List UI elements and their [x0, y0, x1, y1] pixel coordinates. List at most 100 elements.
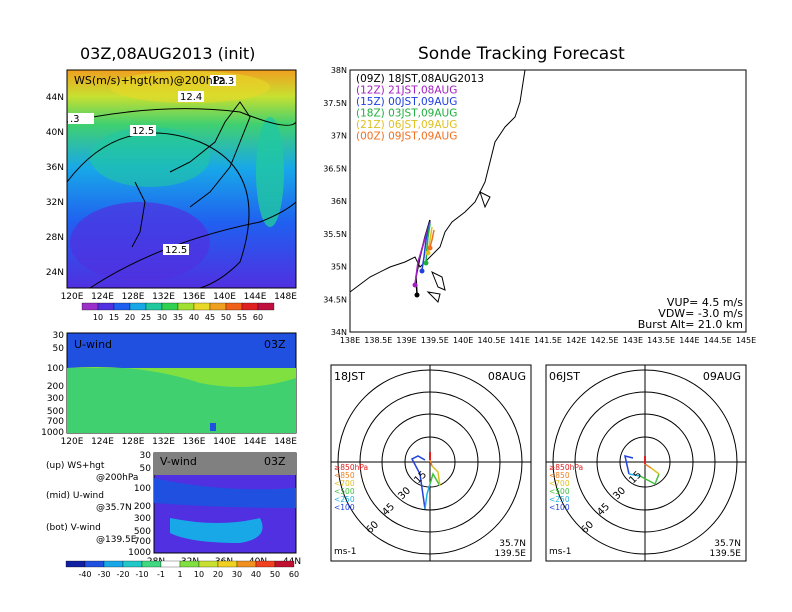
u-pressure-tick: 50 [53, 344, 65, 354]
colorbar-label: 25 [141, 313, 151, 322]
bottom-colorbar-swatch [65, 560, 86, 568]
u-lon-tick: 120E [61, 437, 84, 446]
hodograph-right-units: ms-1 [549, 547, 571, 557]
v-pressure-tick: 30 [140, 451, 152, 461]
bottom-colorbar-swatch [179, 560, 200, 568]
sonde-track-panel: 38N 37.5N 37N 36.5N 36N 35.5N 35N 34.5N 34N 138E… [323, 66, 756, 345]
track-lat-tick: 35N [331, 263, 347, 272]
bottom-colorbar-label: 1 [177, 570, 182, 579]
track-lat-tick: 37.5N [323, 99, 347, 108]
pressure-level-label: <500 [334, 487, 355, 496]
track-legend-entry: (09Z) 18JST,08AUG2013 [356, 73, 484, 85]
wind-map-panel: 12.4 12.3 12.5 12.5 .3 44N 40N 36N 32N 28N 24N 12… [46, 69, 297, 322]
colorbar-swatch [241, 302, 259, 311]
map-lat-tick: 28N [46, 233, 64, 243]
map-lon-tick: 120E [61, 292, 84, 302]
pressure-level-label: <250 [549, 495, 570, 504]
track-lon-tick: 143E [623, 336, 643, 345]
map-lon-tick: 144E [244, 292, 267, 302]
map-lat-tick: 36N [46, 163, 64, 173]
map-lon-tick: 140E [213, 292, 236, 302]
u-pressure-tick: 200 [47, 382, 64, 392]
track-lon-tick: 142.5E [591, 336, 619, 345]
pressure-level-label: <850 [334, 471, 355, 480]
hodograph-left-time: 18JST [334, 370, 365, 383]
hodograph-left-units: ms-1 [334, 547, 356, 557]
track-lon-tick: 139E [396, 336, 416, 345]
pressure-level-label: <700 [549, 479, 570, 488]
colorbar-label: 45 [205, 313, 215, 322]
map-lon-tick: 148E [274, 292, 297, 302]
track-legend-entry: (18Z) 03JST,09AUG [356, 108, 457, 120]
bottom-colorbar-swatch [236, 560, 257, 568]
contour-label: 12.4 [180, 92, 202, 103]
map-lon-tick: 132E [152, 292, 175, 302]
bottom-colorbar-swatch [141, 560, 162, 568]
v-wind-time: 03Z [264, 455, 286, 468]
bottom-colorbar-label: 20 [213, 570, 223, 579]
u-pressure-tick: 30 [53, 331, 65, 341]
track-lon-tick: 142E [566, 336, 586, 345]
contour-label-bg [178, 91, 204, 102]
bottom-colorbar-swatch [122, 560, 143, 568]
pressure-level-label: <100 [334, 503, 355, 512]
bottom-colorbar-label: -30 [97, 570, 110, 579]
track-lon-tick: 144E [679, 336, 699, 345]
track-burst: Burst Alt= 21.0 km [638, 318, 743, 331]
colorbar-swatch [113, 302, 131, 311]
track-lon-tick: 138.5E [364, 336, 392, 345]
legend-mid: (mid) U-wind [46, 491, 104, 501]
track-legend-entry: (12Z) 21JST,08AUG [356, 85, 457, 97]
map-lat-tick: 40N [46, 128, 64, 138]
colorbar-label: 10 [93, 313, 103, 322]
u-lon-tick: 132E [152, 437, 175, 446]
track-lon-tick: 140.5E [477, 336, 505, 345]
bottom-colorbar-label: 30 [232, 570, 242, 579]
pressure-level-label: ≥850hPa [334, 463, 368, 472]
u-wind-label: U-wind [74, 338, 112, 351]
bottom-colorbar-swatch [255, 560, 276, 568]
bottom-colorbar-swatch [84, 560, 105, 568]
u-lon-tick: 124E [91, 437, 114, 446]
colorbar-swatch [81, 302, 99, 311]
colorbar-swatch [129, 302, 147, 311]
pressure-level-label: <700 [334, 479, 355, 488]
colorbar-swatch [145, 302, 163, 311]
bottom-colorbar-swatch [160, 560, 181, 568]
hodograph-left-lat: 35.7N [499, 539, 526, 549]
hodograph-right-lat: 35.7N [714, 539, 741, 549]
track-lon-tick: 139.5E [421, 336, 449, 345]
track-lat-tick: 38N [331, 66, 347, 75]
v-pressure-tick: 500 [134, 527, 151, 537]
colorbar-swatch [161, 302, 179, 311]
track-lat-tick: 37N [331, 132, 347, 141]
legend-bot: (bot) V-wind [46, 523, 101, 533]
v-pressure-tick: 50 [140, 464, 152, 474]
track-legend-entry: (00Z) 09JST,09AUG [356, 131, 457, 143]
u-pressure-tick: 300 [47, 394, 64, 404]
u-pressure-tick: 100 [47, 364, 64, 374]
map-lon-tick: 128E [122, 292, 145, 302]
track-lat-tick: 34.5N [323, 295, 347, 304]
track-lat-tick: 36N [331, 197, 347, 206]
bottom-colorbar-swatch [274, 560, 295, 568]
track-lon-tick: 141.5E [534, 336, 562, 345]
legend-up-level: @200hPa [96, 473, 139, 483]
u-lon-tick: 140E [213, 437, 236, 446]
v-pressure-tick: 100 [134, 484, 151, 494]
u-pressure-tick: 700 [47, 417, 64, 427]
v-pressure-tick: 700 [134, 537, 151, 547]
contour-label-bg [130, 125, 156, 136]
u-lon-tick: 136E [183, 437, 206, 446]
bottom-colorbar-label: -20 [116, 570, 129, 579]
colorbar-label: 55 [237, 313, 247, 322]
contour-label-bg [210, 75, 236, 86]
colorbar-label: 50 [221, 313, 231, 322]
track-lon-tick: 141E [510, 336, 530, 345]
contour-label: 12.5 [132, 126, 154, 137]
legend-up: (up) WS+hgt [46, 461, 105, 471]
pressure-level-label: <850 [549, 471, 570, 480]
